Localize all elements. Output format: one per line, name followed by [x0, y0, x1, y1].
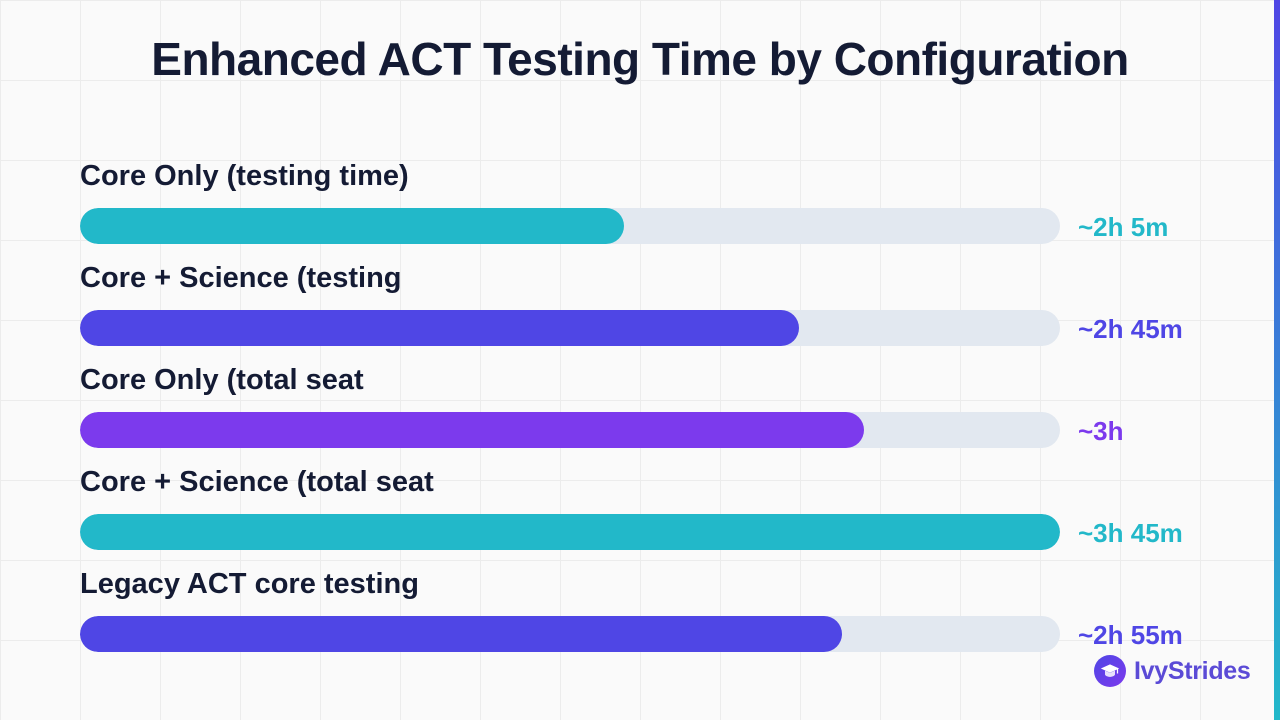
bar-row: Core + Science (testing ~2h 45m: [80, 262, 1220, 364]
bar: [80, 310, 799, 346]
bar-track: [80, 616, 1060, 652]
bar-track: [80, 208, 1060, 244]
bar-value-label: ~2h 5m: [1078, 212, 1169, 242]
bar-label: Core Only (total seat: [80, 364, 364, 396]
bar-row: Core + Science (total seat ~3h 45m: [80, 466, 1220, 568]
bar-value-label: ~3h 45m: [1078, 518, 1183, 548]
bar: [80, 208, 624, 244]
bar-label: Legacy ACT core testing: [80, 568, 419, 600]
bar-row: Legacy ACT core testing ~2h 55m: [80, 568, 1220, 670]
bar-track: [80, 310, 1060, 346]
bar-track: [80, 412, 1060, 448]
bar-value-label: ~2h 55m: [1078, 620, 1183, 650]
bar: [80, 412, 864, 448]
bar-row: Core Only (testing time) ~2h 5m: [80, 160, 1220, 262]
accent-edge: [1274, 0, 1280, 720]
bar-label: Core + Science (testing: [80, 262, 402, 294]
bar-label: Core Only (testing time): [80, 160, 409, 192]
bar-label: Core + Science (total seat: [80, 466, 434, 498]
graduation-cap-icon: [1094, 655, 1126, 687]
brand-logo: IvyStrides: [1094, 654, 1251, 688]
chart-title: Enhanced ACT Testing Time by Configurati…: [151, 33, 1129, 85]
bar: [80, 616, 842, 652]
bar-track: [80, 514, 1060, 550]
bar-value-label: ~2h 45m: [1078, 314, 1183, 344]
bar: [80, 514, 1060, 550]
bar-row: Core Only (total seat ~3h: [80, 364, 1220, 466]
bar-value-label: ~3h: [1078, 416, 1124, 446]
brand-name: IvyStrides: [1134, 656, 1251, 685]
